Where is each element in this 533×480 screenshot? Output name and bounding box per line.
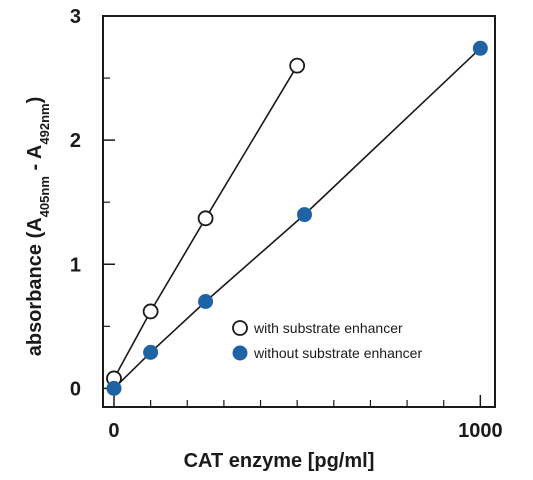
data-point-without-substrate-enhancer [106, 380, 122, 396]
y-axis-title-subscript-2: 492nm [37, 103, 52, 144]
legend: with substrate enhancer without substrat… [232, 320, 422, 361]
data-point-without-substrate-enhancer [296, 207, 312, 223]
series-lines [113, 47, 481, 389]
data-point-without-substrate-enhancer [143, 344, 159, 360]
plot-frame [102, 15, 496, 408]
tick-labels: 0 1000 0 1 2 3 [70, 6, 503, 442]
legend-marker-without-substrate-enhancer [232, 345, 248, 361]
legend-label-with-substrate-enhancer: with substrate enhancer [253, 320, 403, 336]
x-tick-label: 1000 [458, 420, 503, 442]
legend-marker-with-substrate-enhancer [232, 320, 248, 336]
data-point-without-substrate-enhancer [198, 293, 214, 309]
series-points [106, 40, 488, 396]
y-tick-label: 0 [70, 378, 81, 400]
data-point-with-substrate-enhancer [142, 303, 159, 320]
legend-label-without-substrate-enhancer: without substrate enhancer [253, 345, 422, 361]
y-axis-title-prefix: absorbance (A [24, 217, 46, 356]
series-line-without-substrate-enhancer [113, 47, 481, 389]
y-axis-title-suffix: ) [24, 97, 46, 104]
x-tick-label: 0 [108, 420, 119, 442]
minor-ticks [103, 77, 445, 407]
y-axis-title-subscript-1: 405nm [37, 176, 52, 217]
plot-area-border [102, 15, 496, 408]
x-axis-title: CAT enzyme [pg/ml] [184, 450, 375, 472]
y-axis-title: absorbance (A405nm - A492nm) [24, 97, 52, 357]
data-point-without-substrate-enhancer [472, 40, 488, 56]
data-point-with-substrate-enhancer [289, 57, 306, 74]
y-tick-label: 1 [70, 254, 81, 276]
y-axis-title-middle: - A [24, 145, 46, 176]
y-tick-label: 2 [70, 130, 81, 152]
y-tick-label: 3 [70, 6, 81, 28]
data-point-with-substrate-enhancer [197, 210, 214, 227]
series-line-with-substrate-enhancer [113, 65, 298, 379]
